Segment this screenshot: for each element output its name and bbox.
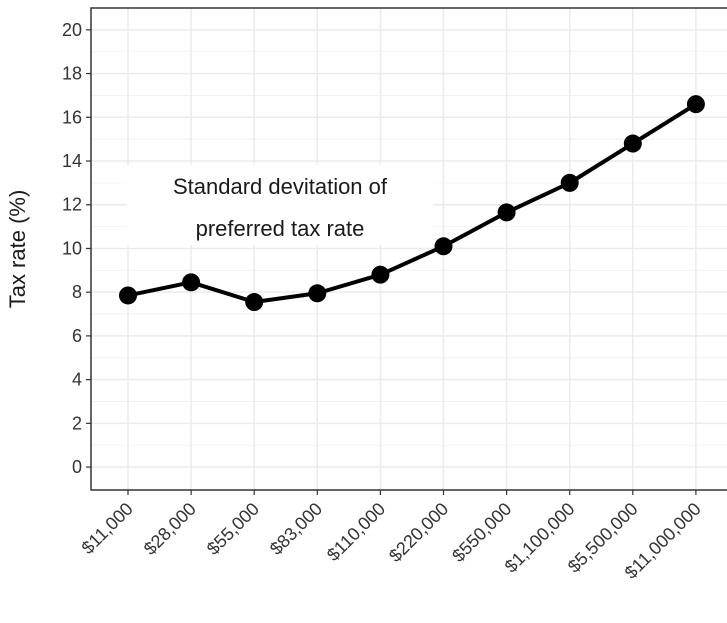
point [245, 293, 264, 312]
y-axis-label: Tax rate (%) [5, 190, 30, 309]
y-tick-label: 18 [62, 64, 82, 84]
point [119, 286, 137, 305]
y-tick-label: 8 [72, 282, 82, 302]
x-tick-label: $110,000 [323, 499, 389, 565]
y-tick-label: 12 [62, 195, 82, 215]
x-tick-label: $11,000 [78, 499, 137, 558]
point [182, 273, 201, 292]
line [127, 102, 697, 305]
x-tick-label: $83,000 [266, 499, 326, 559]
point [434, 237, 453, 256]
y-tick-label: 20 [62, 20, 82, 40]
x-tick-label: $28,000 [140, 499, 200, 559]
y-tick-label: 0 [72, 457, 82, 477]
x-tick-label: $550,000 [448, 499, 515, 566]
y-tick-label: 14 [62, 151, 82, 171]
x-tick-label: $220,000 [385, 499, 452, 566]
y-tick-label: 6 [72, 326, 82, 346]
point [686, 95, 705, 114]
panel-border [90, 7, 727, 491]
point [497, 203, 516, 222]
y-tick-label: 2 [72, 413, 82, 433]
point [371, 265, 390, 284]
annotation: Standard devitation of [173, 174, 388, 199]
point [308, 284, 327, 303]
y-tick-label: 10 [62, 238, 82, 258]
annotation: preferred tax rate [196, 216, 365, 241]
annotation-box [127, 165, 433, 245]
point [560, 173, 579, 192]
x-tick-label: $55,000 [203, 499, 263, 559]
y-tick-label: 16 [62, 107, 82, 127]
point [623, 134, 642, 153]
y-tick-label: 4 [72, 370, 82, 390]
